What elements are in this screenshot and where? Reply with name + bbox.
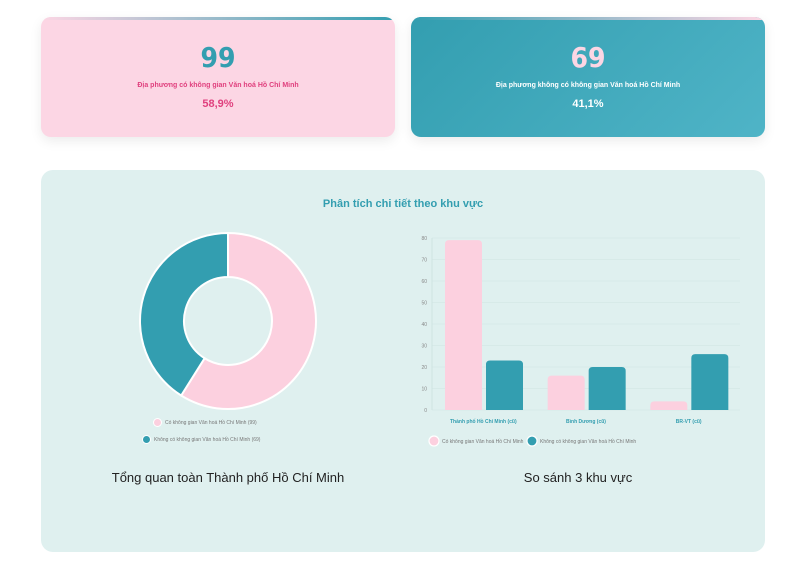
- stat-label: Địa phương không có không gian Văn hoá H…: [495, 82, 681, 89]
- x-tick-label: BR-VT (cũ): [676, 419, 702, 425]
- x-tick-label: Bình Dương (cũ): [566, 419, 606, 425]
- y-tick-label: 40: [421, 322, 427, 328]
- y-tick-label: 10: [421, 387, 427, 393]
- stat-percent: 41,1%: [572, 98, 604, 110]
- donut-chart: [139, 231, 317, 410]
- bar[interactable]: [547, 375, 585, 410]
- y-tick-label: 50: [421, 301, 427, 307]
- legend-swatch: [153, 418, 162, 427]
- legend-swatch[interactable]: [428, 435, 440, 447]
- analysis-panel: Phân tích chi tiết theo khu vực Có không…: [41, 170, 765, 552]
- panel-title: Phân tích chi tiết theo khu vực: [322, 198, 484, 210]
- y-tick-label: 70: [421, 258, 427, 264]
- donut-slice[interactable]: [179, 231, 317, 410]
- y-tick-label: 20: [421, 365, 427, 371]
- donut-slice[interactable]: [139, 231, 229, 397]
- stat-card-without-space: 69 Địa phương không có không gian Văn ho…: [411, 17, 765, 137]
- y-tick-label: 80: [421, 236, 427, 242]
- stat-card-with-space: 99 Địa phương có không gian Văn hoá Hồ C…: [41, 17, 395, 137]
- bar-caption: So sánh 3 khu vực: [523, 470, 633, 485]
- legend-swatch: [142, 435, 151, 444]
- y-tick-label: 30: [421, 344, 427, 350]
- stat-percent: 58,9%: [202, 98, 234, 110]
- x-tick-label: Thành phố Hồ Chí Minh (cũ): [450, 418, 517, 425]
- legend-swatch[interactable]: [526, 435, 538, 447]
- stat-value: 99: [200, 41, 236, 74]
- stat-value: 69: [570, 41, 606, 74]
- y-tick-label: 0: [424, 408, 427, 414]
- bar[interactable]: [588, 367, 626, 410]
- legend-label[interactable]: Có không gian Văn hoá Hồ Chí Minh: [442, 439, 524, 445]
- legend-label: Không có không gian Văn hoá Hồ Chí Minh …: [154, 436, 261, 443]
- bar[interactable]: [486, 360, 523, 410]
- bar[interactable]: [650, 401, 688, 410]
- donut-caption: Tổng quan toàn Thành phố Hồ Chí Minh: [111, 470, 345, 485]
- donut-legend-item[interactable]: Không có không gian Văn hoá Hồ Chí Minh …: [142, 435, 260, 444]
- stat-label: Địa phương có không gian Văn hoá Hồ Chí …: [137, 82, 299, 89]
- bar[interactable]: [691, 354, 729, 410]
- donut-legend-item[interactable]: Có không gian Văn hoá Hồ Chí Minh (99): [153, 418, 257, 427]
- y-tick-label: 60: [421, 279, 427, 285]
- legend-label: Có không gian Văn hoá Hồ Chí Minh (99): [165, 419, 257, 426]
- bar[interactable]: [445, 240, 482, 410]
- bar-chart: 0 10 20 30 40 50 60 70 80 Thành phố Hồ Chí Minh (…: [421, 236, 740, 447]
- legend-label[interactable]: Không có không gian Văn hoá Hồ Chí Minh: [540, 439, 636, 445]
